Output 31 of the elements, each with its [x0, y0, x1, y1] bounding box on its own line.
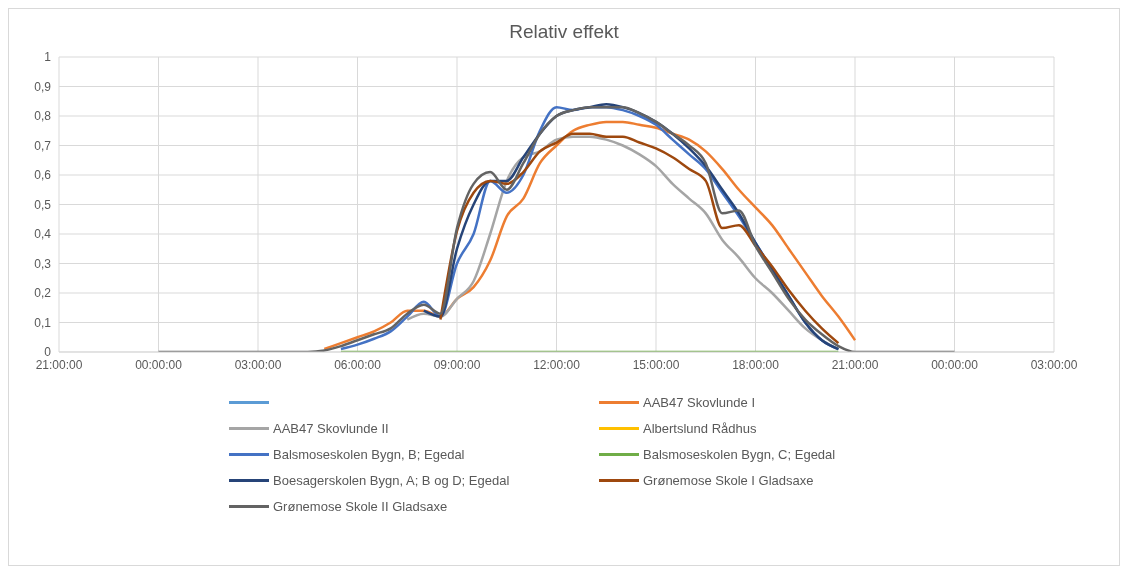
legend-label: AAB47 Skovlunde I — [643, 394, 756, 410]
legend-label: AAB47 Skovlunde II — [273, 420, 389, 436]
legend-label: Grønemose Skole I Gladsaxe — [643, 472, 814, 488]
y-tick-label: 0,5 — [34, 197, 52, 212]
y-tick-label: 0,7 — [34, 138, 52, 153]
y-tick-label: 0,1 — [34, 315, 52, 330]
y-tick-label: 0,3 — [34, 256, 52, 271]
y-tick-label: 0,9 — [34, 79, 52, 94]
x-tick-label: 15:00:00 — [632, 357, 680, 372]
legend-label: Balsmoseskolen Bygn, C; Egedal — [643, 446, 836, 462]
y-tick-label: 1 — [44, 50, 52, 64]
x-tick-label: 21:00:00 — [831, 357, 879, 372]
x-tick-label: 21:00:00 — [35, 357, 83, 372]
y-tick-label: 0,2 — [34, 286, 52, 300]
y-tick-label: 0 — [44, 345, 52, 359]
x-tick-label: 03:00:00 — [234, 357, 282, 372]
y-tick-label: 0,4 — [34, 227, 52, 241]
x-tick-label: 03:00:00 — [1030, 357, 1078, 372]
x-tick-label: 00:00:00 — [135, 357, 183, 372]
y-tick-label: 0,8 — [34, 109, 52, 123]
chart-title: Relativ effekt — [508, 21, 620, 43]
x-tick-label: 06:00:00 — [334, 357, 382, 372]
x-tick-label: 18:00:00 — [732, 357, 780, 372]
legend-label: Albertslund Rådhus — [643, 420, 757, 436]
legend-label: Boesagerskolen Bygn, A; B og D; Egedal — [273, 472, 510, 488]
x-tick-label: 00:00:00 — [931, 357, 979, 372]
x-tick-label: 12:00:00 — [533, 357, 581, 372]
y-tick-label: 0,6 — [34, 168, 52, 182]
legend-label: Grønemose Skole II Gladsaxe — [273, 498, 448, 514]
x-tick-label: 09:00:00 — [433, 357, 481, 372]
legend-label: Balsmoseskolen Bygn, B; Egedal — [273, 446, 465, 462]
